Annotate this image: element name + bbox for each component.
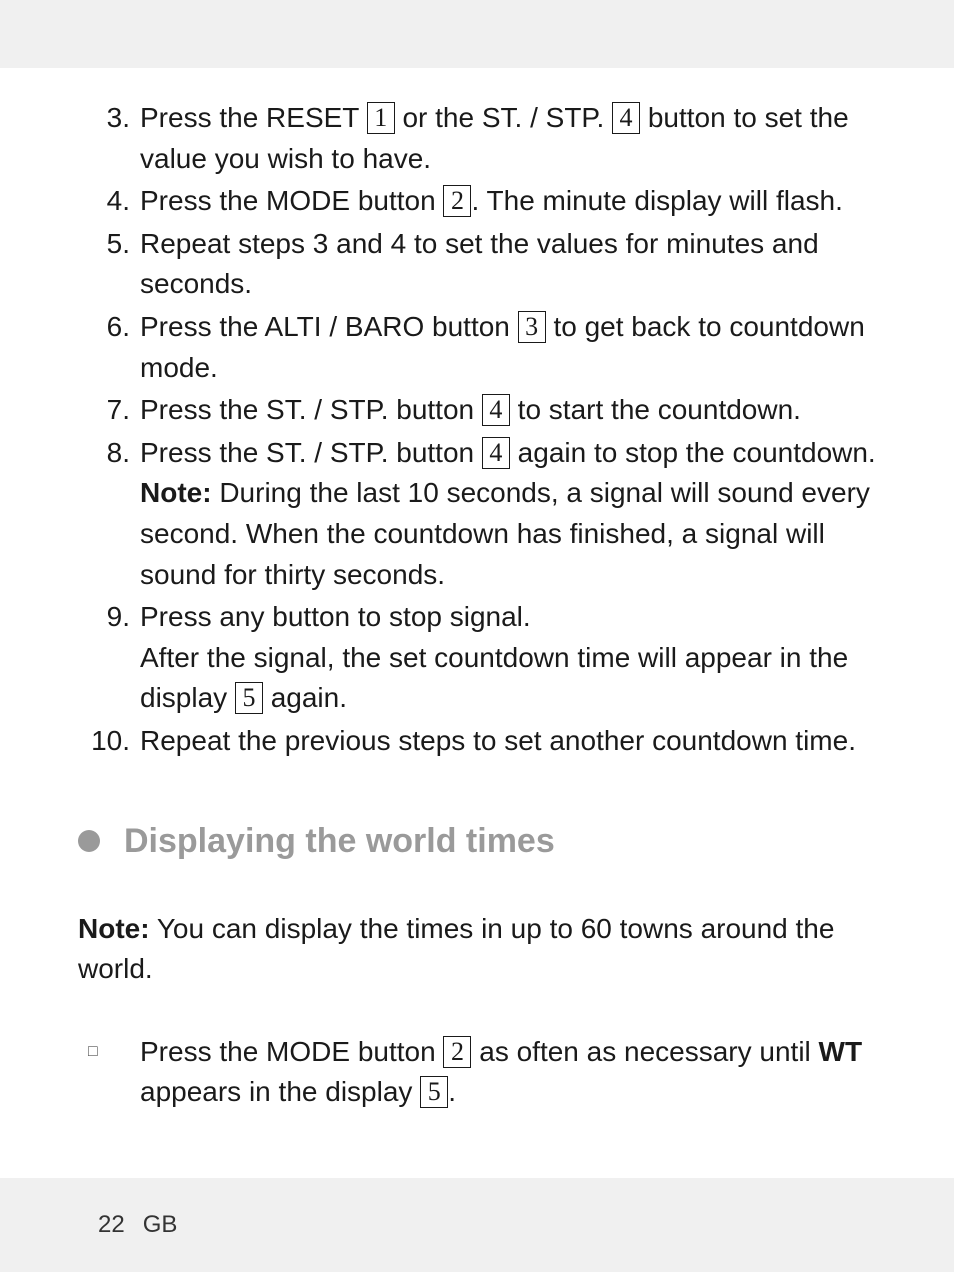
- step-item: 10.Repeat the previous steps to set anot…: [78, 721, 876, 762]
- step-number: 6.: [78, 307, 140, 388]
- step-body: Repeat the previous steps to set another…: [140, 721, 876, 762]
- ordered-steps-list: 3.Press the RESET 1 or the ST. / STP. 4 …: [78, 98, 876, 762]
- section-title: Displaying the world times: [124, 822, 555, 861]
- step-body: Press the MODE button 2. The minute disp…: [140, 181, 876, 222]
- step-item: 5.Repeat steps 3 and 4 to set the values…: [78, 224, 876, 305]
- bullet-dot-icon: [78, 830, 100, 852]
- button-ref-box: 1: [367, 102, 395, 134]
- bold-text: WT: [819, 1036, 863, 1067]
- step-body: Press any button to stop signal.After th…: [140, 597, 876, 719]
- step-number: 9.: [78, 597, 140, 719]
- button-ref-box: 4: [482, 437, 510, 469]
- step-number: 4.: [78, 181, 140, 222]
- step-item: 8.Press the ST. / STP. button 4 again to…: [78, 433, 876, 595]
- step-number: 8.: [78, 433, 140, 595]
- section-heading: Displaying the world times: [78, 822, 876, 861]
- note-paragraph: Note: You can display the times in up to…: [78, 909, 876, 990]
- step-item: 9.Press any button to stop signal.After …: [78, 597, 876, 719]
- document-page: 3.Press the RESET 1 or the ST. / STP. 4 …: [0, 68, 954, 1178]
- instruction-bullet: □ Press the MODE button 2 as often as ne…: [78, 1032, 876, 1113]
- step-body: Repeat steps 3 and 4 to set the values f…: [140, 224, 876, 305]
- button-ref-box: 2: [443, 1036, 471, 1068]
- page-lang: GB: [143, 1211, 178, 1239]
- square-bullet-icon: □: [78, 1032, 140, 1113]
- step-number: 7.: [78, 390, 140, 431]
- bullet-body: Press the MODE button 2 as often as nece…: [140, 1032, 876, 1113]
- step-body: Press the ST. / STP. button 4 to start t…: [140, 390, 876, 431]
- step-item: 4.Press the MODE button 2. The minute di…: [78, 181, 876, 222]
- page-number: 22: [98, 1211, 125, 1239]
- button-ref-box: 5: [235, 682, 263, 714]
- step-item: 6.Press the ALTI / BARO button 3 to get …: [78, 307, 876, 388]
- button-ref-box: 4: [482, 394, 510, 426]
- page-footer: 22 GB: [0, 1178, 954, 1272]
- step-item: 7.Press the ST. / STP. button 4 to start…: [78, 390, 876, 431]
- step-body: Press the ALTI / BARO button 3 to get ba…: [140, 307, 876, 388]
- step-body: Press the RESET 1 or the ST. / STP. 4 bu…: [140, 98, 876, 179]
- bold-text: Note:: [140, 477, 212, 508]
- button-ref-box: 3: [518, 311, 546, 343]
- step-number: 3.: [78, 98, 140, 179]
- step-body: Press the ST. / STP. button 4 again to s…: [140, 433, 876, 595]
- step-number: 5.: [78, 224, 140, 305]
- step-number: 10.: [78, 721, 140, 762]
- bold-text: Note:: [78, 913, 150, 944]
- button-ref-box: 4: [612, 102, 640, 134]
- button-ref-box: 5: [420, 1076, 448, 1108]
- step-item: 3.Press the RESET 1 or the ST. / STP. 4 …: [78, 98, 876, 179]
- button-ref-box: 2: [443, 185, 471, 217]
